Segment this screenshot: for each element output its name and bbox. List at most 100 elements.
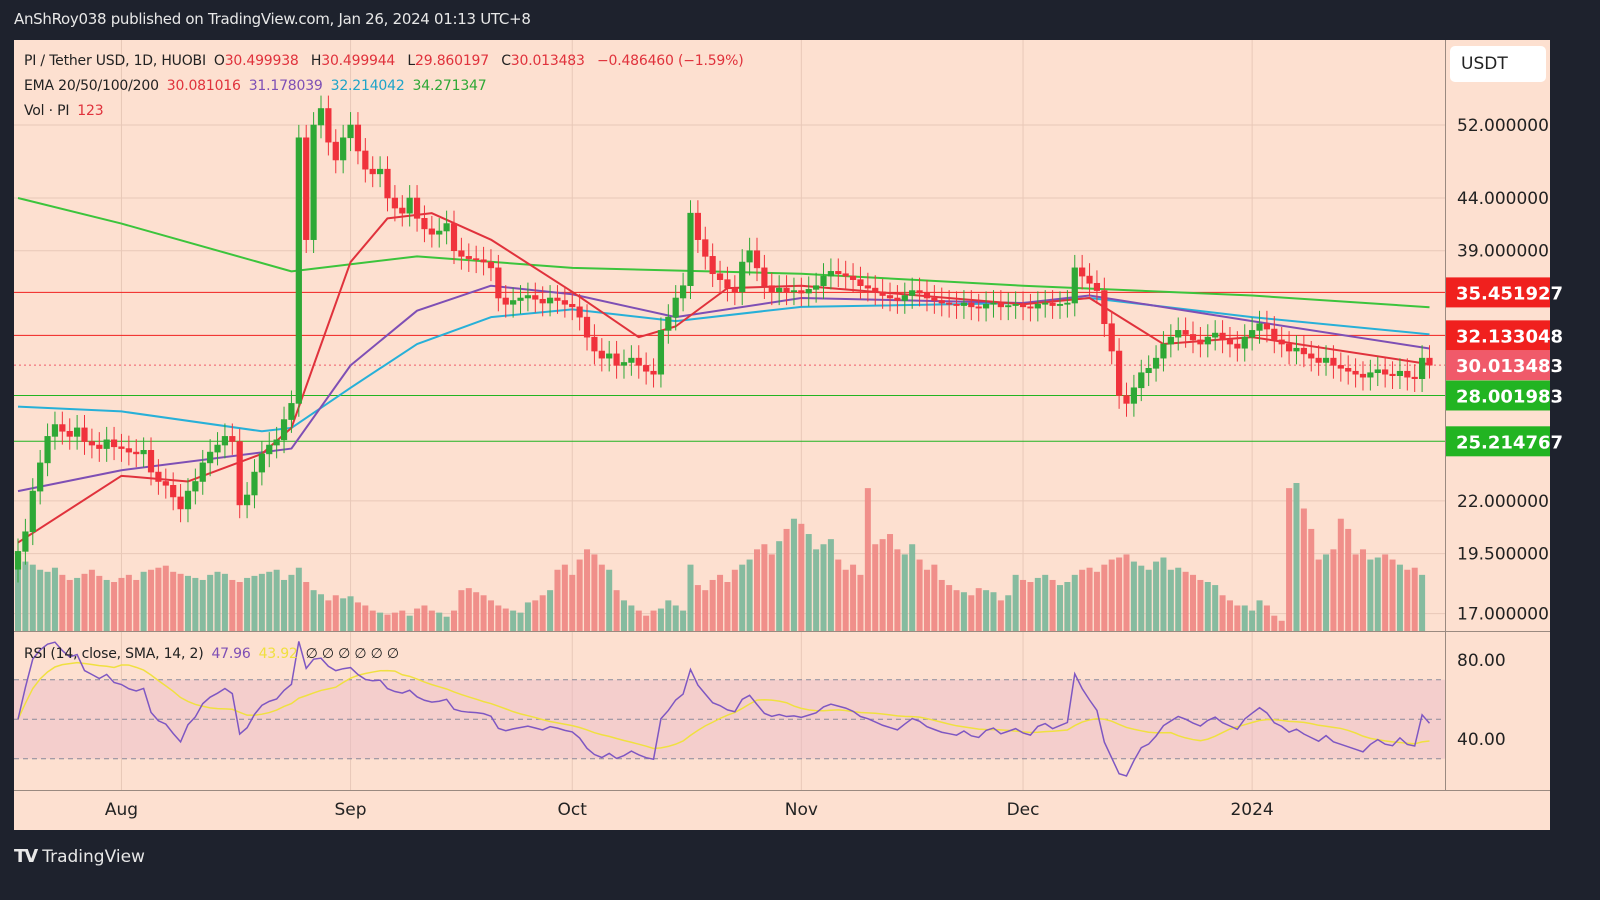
price-label-box	[1446, 320, 1550, 351]
volume-bar	[1345, 528, 1352, 631]
candle-body	[975, 306, 982, 309]
volume-bar	[1389, 559, 1396, 631]
currency-button[interactable]: USDT	[1450, 46, 1546, 82]
candle-body	[679, 285, 687, 299]
rsi-label[interactable]: RSI (14, close, SMA, 14, 2)	[24, 646, 204, 662]
candle	[635, 345, 642, 379]
volume-bar	[125, 574, 132, 631]
volume-bar	[813, 549, 820, 631]
volume-bar	[591, 554, 598, 631]
y-tick-label: 19.500000	[1457, 545, 1549, 565]
candle-body	[236, 441, 243, 506]
candle-body	[886, 295, 894, 299]
volume-label[interactable]: Vol · PI	[24, 103, 70, 119]
candle-body	[1197, 339, 1204, 345]
candle-body	[1263, 323, 1271, 330]
candle	[59, 411, 66, 445]
candle	[1071, 254, 1078, 317]
candle-body	[864, 285, 871, 289]
candle-body	[849, 275, 857, 280]
candle-body	[569, 303, 576, 308]
candle-body	[517, 297, 524, 301]
candle-body	[1271, 328, 1278, 341]
volume-bar	[332, 595, 339, 631]
chart-panel[interactable]	[14, 40, 1550, 830]
candle	[399, 195, 406, 227]
candle	[790, 277, 798, 306]
candle	[96, 432, 103, 462]
volume-bar	[916, 559, 923, 631]
price-label-box	[1446, 350, 1550, 381]
volume-bar	[1167, 569, 1174, 631]
price-label-text: 28.001983	[1456, 386, 1563, 407]
candle-body	[118, 446, 125, 449]
volume-bar	[613, 590, 620, 631]
candle	[14, 538, 22, 583]
candle-body	[243, 494, 251, 506]
volume-bar	[1204, 582, 1211, 631]
candle-body	[842, 273, 849, 277]
volume-bar	[790, 518, 797, 631]
candle-body	[480, 259, 487, 263]
candle-body	[901, 295, 908, 301]
candle	[199, 449, 206, 495]
candle-body	[310, 124, 317, 240]
volume-bar	[148, 569, 155, 631]
candle	[133, 439, 140, 468]
volume-bar	[273, 569, 280, 631]
candle	[29, 478, 36, 546]
volume-bar	[406, 615, 413, 631]
candle-body	[377, 168, 384, 175]
candle-body	[421, 218, 428, 230]
candle-body	[709, 256, 716, 275]
candle	[931, 285, 938, 314]
candle	[598, 338, 605, 372]
ema-line-EMA20	[17, 212, 1430, 544]
candle-body	[1345, 367, 1352, 372]
candle-body	[229, 436, 236, 442]
price-label-box	[1446, 426, 1550, 457]
candle	[362, 138, 369, 183]
candle	[1263, 310, 1271, 343]
volume-bar	[983, 590, 990, 631]
candle	[266, 432, 273, 468]
volume-bar	[643, 615, 650, 631]
symbol-name[interactable]: PI / Tether USD, 1D, HUOBI	[24, 53, 206, 69]
low-label: L	[407, 53, 416, 69]
volume-bar	[1056, 585, 1063, 631]
candle	[1285, 331, 1293, 365]
candle	[1189, 321, 1197, 354]
candle	[901, 282, 908, 314]
candle	[1315, 345, 1322, 376]
x-tick-label-Sep: Sep	[335, 800, 367, 820]
volume-bar	[295, 567, 302, 631]
candle-body	[1300, 347, 1307, 355]
footer-brand[interactable]: TV TradingView	[14, 846, 145, 867]
candle-body	[643, 365, 650, 372]
y-tick-label: 17.000000	[1457, 605, 1549, 625]
volume-bar	[155, 567, 162, 631]
volume-bar	[347, 596, 354, 631]
volume-bar	[199, 579, 206, 631]
candle-body	[1152, 357, 1160, 369]
candle	[1101, 277, 1108, 338]
ema-label[interactable]: EMA 20/50/100/200	[24, 78, 159, 94]
candle	[1138, 359, 1145, 402]
price-label-text: 25.214767	[1456, 432, 1563, 453]
candle-body	[199, 462, 206, 482]
candle-body	[982, 303, 990, 309]
volume-bar	[140, 571, 147, 631]
candle	[1411, 364, 1418, 392]
volume-bar	[938, 579, 945, 631]
candle-body	[1367, 372, 1374, 378]
candle	[384, 156, 391, 212]
volume-bar	[1263, 605, 1270, 631]
volume-bar	[428, 610, 435, 631]
candle	[1389, 361, 1396, 389]
volume-bar	[162, 565, 169, 631]
volume-bar	[850, 564, 857, 631]
volume-bar	[1411, 567, 1418, 631]
volume-bar	[303, 582, 310, 631]
candle-body	[591, 336, 598, 352]
